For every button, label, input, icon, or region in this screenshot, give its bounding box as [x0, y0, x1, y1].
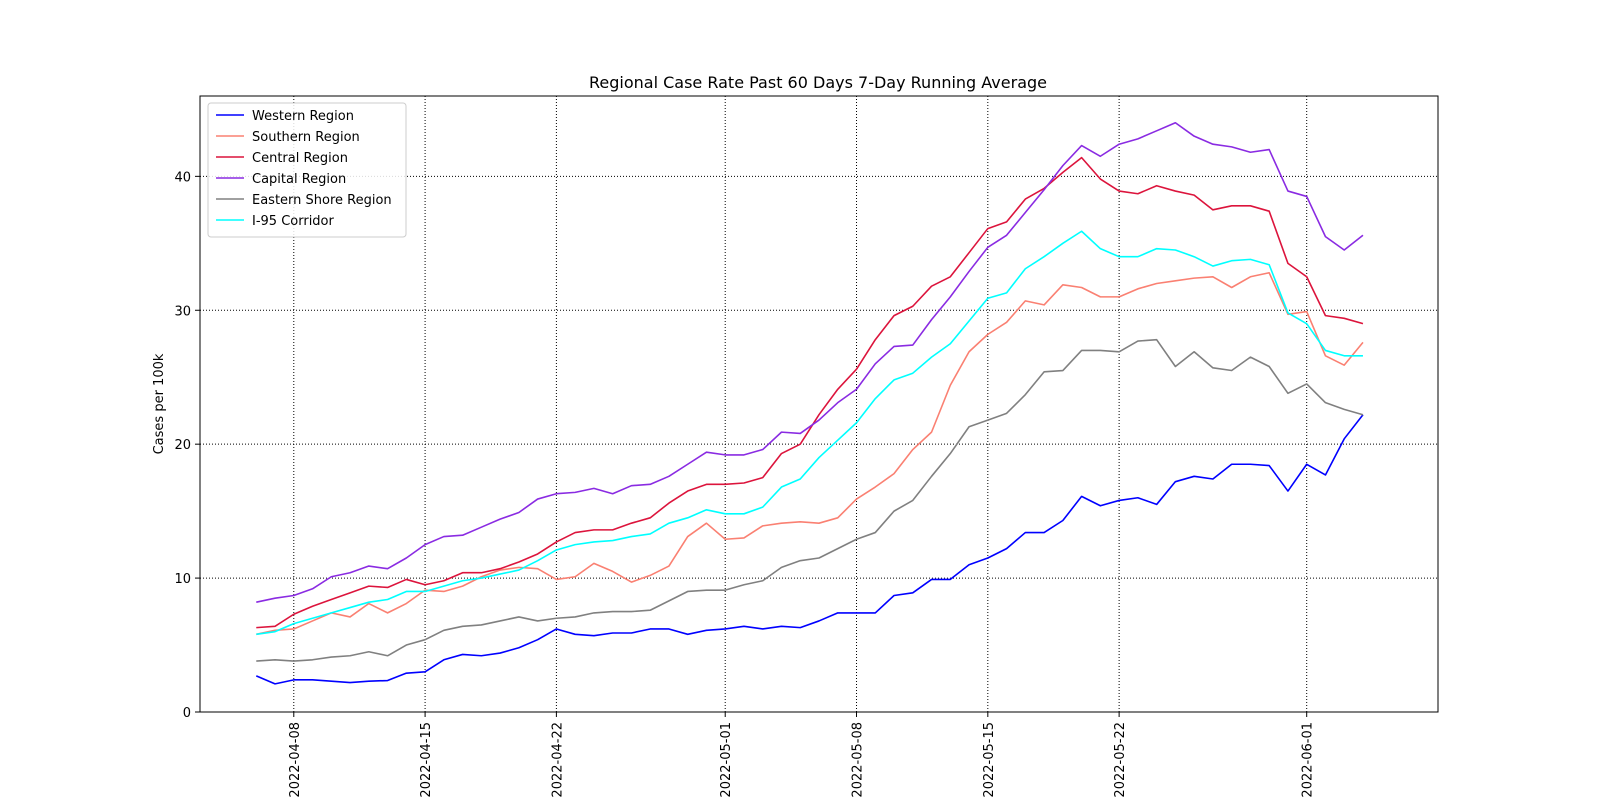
- plot-frame: [199, 95, 1439, 713]
- legend: Western Region Southern Region Central Reg…: [207, 102, 407, 238]
- series-line: [256, 230, 1363, 636]
- y-tick-label: 40: [174, 170, 191, 185]
- x-tick-label: 2022-04-22: [550, 722, 565, 798]
- legend-label: Central Region: [252, 151, 348, 166]
- y-axis-label: Cases per 100k: [152, 353, 167, 454]
- legend-label: Capital Region: [252, 172, 346, 187]
- series-line: [256, 271, 1364, 636]
- legend-label: I-95 Corridor: [252, 214, 335, 229]
- series-line: [256, 121, 1364, 603]
- chart-title: Regional Case Rate Past 60 Days 7-Day Ru…: [589, 73, 1047, 92]
- y-axis: 0 10 20 30 40: [174, 170, 200, 721]
- y-tick-label: 0: [183, 706, 191, 721]
- legend-label: Western Region: [252, 109, 354, 124]
- legend-label: Southern Region: [252, 130, 360, 145]
- legend-label: Eastern Shore Region: [252, 193, 392, 208]
- x-tick-label: 2022-05-08: [851, 722, 866, 798]
- x-axis: 2022-04-08 2022-04-15 2022-04-22 2022-05-01…: [288, 712, 1316, 798]
- y-tick-label: 30: [174, 304, 191, 319]
- x-tick-label: 2022-05-15: [982, 722, 997, 798]
- series-line: [256, 338, 1364, 662]
- series-line: [256, 156, 1364, 629]
- x-tick-label: 2022-05-22: [1113, 722, 1128, 798]
- x-tick-label: 2022-06-01: [1301, 722, 1316, 798]
- y-tick-label: 10: [174, 572, 191, 587]
- series-line: [255, 414, 1364, 685]
- series-lines: [255, 121, 1364, 685]
- y-tick-label: 20: [174, 438, 191, 453]
- x-tick-label: 2022-05-01: [719, 722, 734, 798]
- x-tick-label: 2022-04-15: [419, 722, 434, 798]
- legend-box: [207, 102, 407, 238]
- x-tick-label: 2022-04-08: [288, 722, 303, 798]
